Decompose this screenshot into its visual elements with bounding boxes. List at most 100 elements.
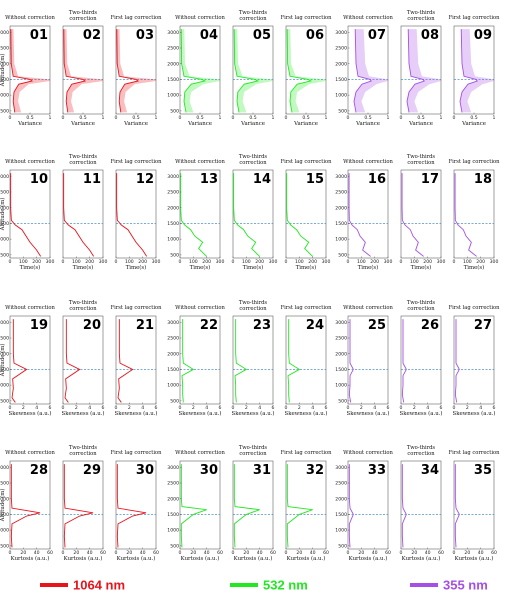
y-tick-label: 3000 bbox=[0, 174, 9, 180]
x-tick-label: 2 bbox=[466, 405, 469, 411]
profile-line bbox=[11, 319, 28, 403]
plot-frame bbox=[9, 25, 51, 115]
profile-line bbox=[353, 29, 372, 113]
panel-title: correction bbox=[239, 451, 267, 457]
panel-title: Without correction bbox=[5, 450, 55, 456]
plot-frame bbox=[232, 460, 274, 550]
x-tick-label: 0.5 bbox=[364, 115, 371, 121]
profile-line bbox=[10, 29, 34, 113]
panel-title: Two-thirds bbox=[239, 445, 267, 451]
panel-title: Two-thirds bbox=[69, 300, 97, 306]
panel-number: 13 bbox=[200, 172, 218, 187]
y-tick-label: 1000 bbox=[335, 237, 347, 243]
profile-line bbox=[459, 29, 478, 113]
x-tick-label: 6 bbox=[493, 405, 496, 411]
y-tick-label: 2000 bbox=[167, 351, 179, 357]
panel-title: correction bbox=[69, 160, 97, 166]
panel-number: 27 bbox=[474, 318, 492, 333]
profile-line bbox=[454, 319, 460, 403]
x-tick-label: 0.5 bbox=[470, 115, 477, 121]
panel-number: 29 bbox=[83, 463, 101, 478]
legend-label: 1064 nm bbox=[73, 578, 125, 593]
profile-line bbox=[180, 173, 207, 257]
y-axis-label: Altitude (m) bbox=[0, 198, 6, 232]
x-axis-label: Variance bbox=[187, 121, 212, 127]
x-tick-label: 0.5 bbox=[196, 115, 203, 121]
panel-title: Two-thirds bbox=[69, 445, 97, 451]
panel-06: First lag correction 0 0.5 1 Variance 06 bbox=[280, 15, 332, 127]
x-tick-label: 0 bbox=[453, 550, 456, 556]
x-tick-label: 60 bbox=[100, 550, 106, 556]
y-tick-label: 3000 bbox=[335, 465, 347, 471]
x-tick-label: 300 bbox=[322, 259, 331, 265]
y-tick-label: 500 bbox=[170, 543, 179, 549]
panel-number: 11 bbox=[83, 172, 101, 187]
x-tick-label: 300 bbox=[269, 259, 278, 265]
x-tick-label: 1 bbox=[102, 115, 105, 121]
x-tick-label: 1 bbox=[493, 115, 496, 121]
plot-frame bbox=[62, 169, 104, 259]
x-tick-label: 0.5 bbox=[417, 115, 424, 121]
x-axis-label: Variance bbox=[240, 121, 265, 127]
panel-title: correction bbox=[239, 306, 267, 312]
legend-item-2: 355 nm bbox=[410, 578, 488, 593]
panel-title: Without correction bbox=[343, 305, 393, 311]
x-tick-label: 60 bbox=[323, 550, 329, 556]
panel-title: Two-thirds bbox=[239, 10, 267, 16]
x-tick-label: 100 bbox=[295, 259, 304, 265]
profile-line bbox=[348, 173, 371, 257]
panel-title: correction bbox=[69, 306, 97, 312]
panel-number: 15 bbox=[306, 172, 324, 187]
panel-title: correction bbox=[69, 451, 97, 457]
panel-15: First lag correction 0 100 200 300 Time(s) 15 bbox=[280, 159, 332, 271]
x-tick-label: 40 bbox=[310, 550, 316, 556]
panel-number: 24 bbox=[306, 318, 324, 333]
x-axis-label: Kurtosis (a.u.) bbox=[402, 555, 441, 562]
y-tick-label: 2000 bbox=[0, 496, 9, 502]
x-tick-label: 0.5 bbox=[132, 115, 139, 121]
plot-frame bbox=[115, 460, 157, 550]
x-tick-label: 0 bbox=[285, 405, 288, 411]
y-tick-label: 1500 bbox=[167, 512, 179, 518]
profile-line bbox=[63, 173, 95, 257]
y-tick-label: 500 bbox=[0, 108, 9, 114]
x-axis-label: Time(s) bbox=[20, 264, 41, 271]
panel-title: First lag correction bbox=[110, 305, 162, 311]
x-tick-label: 300 bbox=[216, 259, 225, 265]
x-tick-label: 4 bbox=[373, 405, 376, 411]
panel-number: 34 bbox=[421, 463, 439, 478]
x-tick-label: 200 bbox=[423, 259, 432, 265]
x-tick-label: 1 bbox=[440, 115, 443, 121]
y-tick-label: 3000 bbox=[335, 174, 347, 180]
x-axis-label: Kurtosis (a.u.) bbox=[349, 555, 388, 562]
panel-title: Two-thirds bbox=[407, 10, 435, 16]
y-tick-label: 500 bbox=[170, 398, 179, 404]
panel-25: Without correction 500 1000 1500 2000 2500 300… bbox=[335, 305, 393, 417]
uncertainty-band bbox=[181, 29, 220, 113]
y-tick-label: 2000 bbox=[335, 351, 347, 357]
panel-number: 01 bbox=[30, 28, 48, 43]
plot-frame bbox=[400, 460, 442, 550]
panel-number: 02 bbox=[83, 28, 101, 43]
x-tick-label: 6 bbox=[325, 405, 328, 411]
panel-number: 20 bbox=[83, 318, 101, 333]
y-tick-label: 500 bbox=[0, 252, 9, 258]
y-tick-label: 500 bbox=[338, 543, 347, 549]
uncertainty-band bbox=[234, 29, 273, 113]
y-tick-label: 1500 bbox=[335, 367, 347, 373]
y-tick-label: 500 bbox=[170, 108, 179, 114]
y-tick-label: 2000 bbox=[167, 496, 179, 502]
plot-frame bbox=[285, 315, 327, 405]
x-tick-label: 4 bbox=[479, 405, 482, 411]
plot-frame bbox=[400, 169, 442, 259]
y-tick-label: 3000 bbox=[167, 174, 179, 180]
x-tick-label: 4 bbox=[258, 405, 261, 411]
y-tick-label: 1500 bbox=[335, 512, 347, 518]
x-axis-label: Skewness (a.u.) bbox=[62, 410, 105, 417]
x-tick-label: 0.5 bbox=[302, 115, 309, 121]
y-tick-label: 2000 bbox=[335, 205, 347, 211]
y-tick-label: 1000 bbox=[335, 93, 347, 99]
y-tick-label: 2500 bbox=[167, 190, 179, 196]
